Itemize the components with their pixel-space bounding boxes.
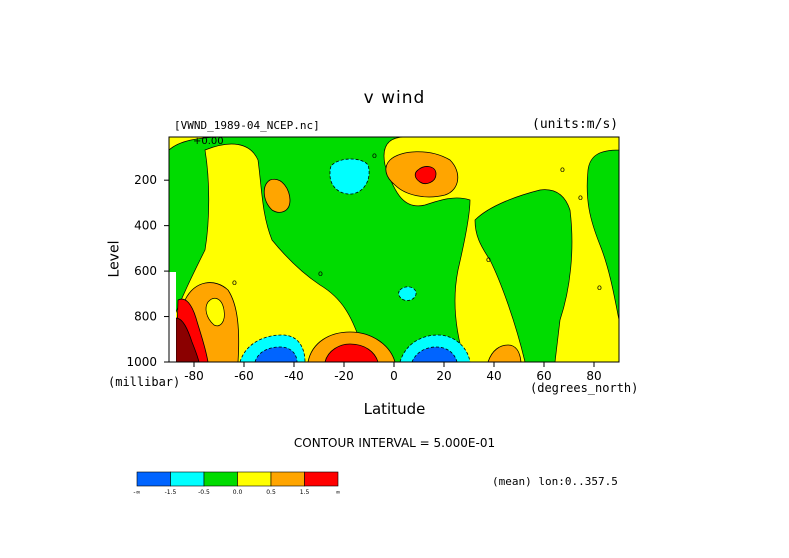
x-tick-label: -60 — [234, 369, 254, 383]
positive-region — [169, 137, 216, 151]
positive-region — [487, 344, 522, 362]
dataset-label: [VWND_1989-04_NCEP.nc] — [174, 119, 320, 132]
x-axis-title: Latitude — [363, 400, 426, 418]
negative-region — [329, 158, 370, 195]
chart-title: v wind — [363, 88, 426, 108]
x-tick-label: -20 — [334, 369, 354, 383]
mean-longitude-label: (mean) lon:0..357.5 — [492, 475, 618, 488]
colorbar-label: 0.0 — [233, 489, 243, 496]
top-contour-label: +0.00 — [193, 136, 224, 147]
colorbar: -∞ -1.5 -0.5 0.0 0.5 1.5 ∞ — [133, 471, 341, 496]
negative-region — [411, 346, 458, 362]
y-axis: 200 400 600 800 1000 — [126, 173, 169, 369]
y-tick-label: 200 — [134, 173, 157, 187]
positive-region — [324, 343, 379, 362]
x-tick-label: -40 — [284, 369, 304, 383]
zero-contour-label: o — [486, 255, 491, 264]
x-tick-label: 40 — [486, 369, 501, 383]
negative-region — [474, 189, 573, 362]
x-tick-label: -80 — [184, 369, 204, 383]
y-axis-units: (millibar) — [108, 375, 181, 389]
positive-region — [414, 166, 437, 184]
colorbar-swatch — [203, 471, 238, 487]
x-axis: -80 -60 -40 -20 0 20 40 60 80 — [184, 362, 602, 383]
x-tick-label: 60 — [536, 369, 551, 383]
y-tick-label: 600 — [134, 264, 157, 278]
colorbar-swatch — [237, 471, 272, 487]
negative-region — [398, 286, 417, 301]
x-tick-label: 20 — [436, 369, 451, 383]
zero-contour-label: o — [560, 165, 565, 174]
colorbar-swatch — [136, 471, 171, 487]
y-tick-label: 800 — [134, 310, 157, 324]
x-axis-units: (degrees_north) — [530, 381, 639, 395]
colorbar-label: -∞ — [133, 489, 140, 496]
negative-region — [254, 346, 298, 362]
units-label: (units:m/s) — [532, 117, 619, 132]
zero-contour-label: o — [318, 269, 323, 278]
colorbar-swatch — [270, 471, 305, 487]
positive-region — [263, 178, 291, 213]
colorbar-swatch — [304, 471, 339, 487]
x-tick-label: 80 — [586, 369, 601, 383]
contour-interval-label: CONTOUR INTERVAL = 5.000E-01 — [293, 436, 496, 450]
colorbar-label: 1.5 — [300, 489, 310, 496]
colorbar-label: -1.5 — [165, 489, 177, 496]
colorbar-swatch — [170, 471, 205, 487]
plot-field: o o o o o o o — [169, 137, 619, 362]
zero-contour-label: o — [232, 278, 237, 287]
x-tick-label: 0 — [390, 369, 398, 383]
missing-data-region — [169, 272, 176, 362]
positive-region — [205, 297, 225, 327]
y-tick-label: 400 — [134, 219, 157, 233]
zero-contour-label: o — [578, 193, 583, 202]
zero-contour-label: o — [597, 283, 602, 292]
colorbar-label: -0.5 — [198, 489, 210, 496]
zero-contour-label: o — [372, 151, 377, 160]
colorbar-label: ∞ — [336, 489, 341, 496]
colorbar-label: 0.5 — [266, 489, 276, 496]
y-tick-label: 1000 — [126, 355, 157, 369]
positive-region — [175, 317, 200, 362]
